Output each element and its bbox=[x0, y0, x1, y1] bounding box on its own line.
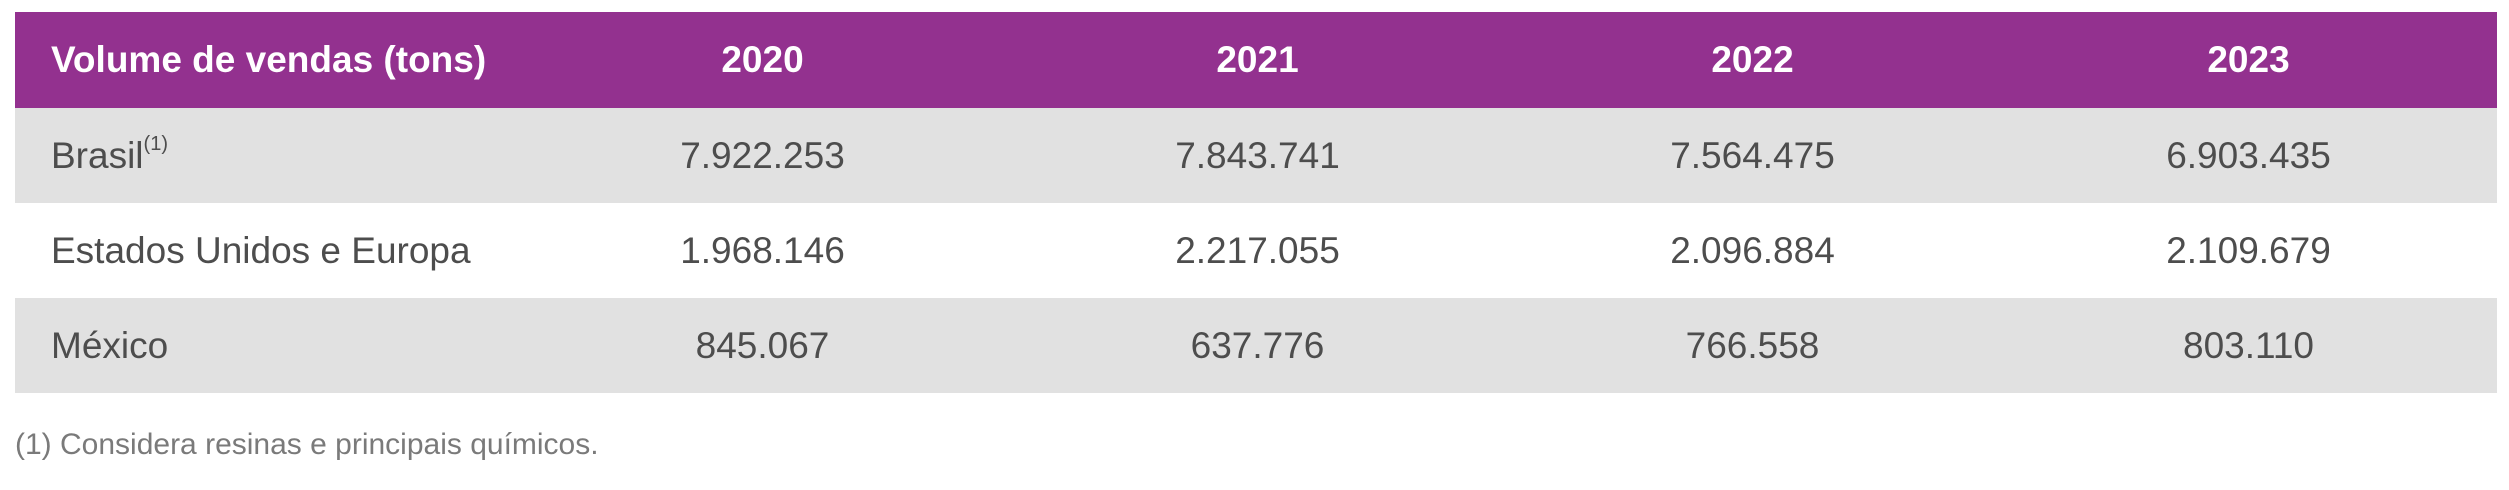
value-cell: 2.096.884 bbox=[1670, 229, 1835, 271]
header-year-2020: 2020 bbox=[721, 39, 804, 80]
value-cell: 1.968.146 bbox=[680, 229, 845, 271]
row-label: Estados Unidos e Europa bbox=[51, 229, 471, 271]
footnote-marker: (1) bbox=[143, 133, 168, 156]
value-cell: 803.110 bbox=[2183, 324, 2314, 366]
table-row: México 845.067 637.776 766.558 803.110 bbox=[15, 298, 2497, 393]
sales-volume-table-container: Volume de vendas (tons) 2020 2021 2022 2… bbox=[15, 12, 2497, 393]
table-body: Brasil(1) 7.922.253 7.843.741 7.564.475 … bbox=[15, 108, 2497, 393]
header-year-2023: 2023 bbox=[2207, 39, 2290, 80]
table-row: Brasil(1) 7.922.253 7.843.741 7.564.475 … bbox=[15, 108, 2497, 203]
table-footnote: (1) Considera resinas e principais quími… bbox=[15, 428, 599, 461]
value-cell: 2.109.679 bbox=[2166, 229, 2331, 271]
row-label-cell: México bbox=[15, 298, 515, 393]
value-cell: 7.564.475 bbox=[1670, 134, 1835, 176]
header-label: Volume de vendas (tons) bbox=[51, 39, 487, 80]
value-cell: 766.558 bbox=[1685, 324, 1820, 366]
sales-volume-table: Volume de vendas (tons) 2020 2021 2022 2… bbox=[15, 12, 2497, 393]
header-year-2022: 2022 bbox=[1711, 39, 1794, 80]
row-label: Brasil bbox=[51, 134, 144, 176]
value-cell: 845.067 bbox=[695, 324, 830, 366]
row-label-cell: Brasil(1) bbox=[15, 108, 515, 203]
value-cell: 6.903.435 bbox=[2166, 134, 2331, 176]
value-cell: 7.843.741 bbox=[1175, 134, 1340, 176]
value-cell: 2.217.055 bbox=[1175, 229, 1340, 271]
table-row: Estados Unidos e Europa 1.968.146 2.217.… bbox=[15, 203, 2497, 298]
value-cell: 637.776 bbox=[1190, 324, 1325, 366]
value-cell: 7.922.253 bbox=[680, 134, 845, 176]
row-label: México bbox=[51, 324, 169, 366]
header-row: Volume de vendas (tons) 2020 2021 2022 2… bbox=[15, 12, 2497, 108]
header-year-2021: 2021 bbox=[1216, 39, 1299, 80]
table-header: Volume de vendas (tons) 2020 2021 2022 2… bbox=[15, 12, 2497, 108]
row-label-cell: Estados Unidos e Europa bbox=[15, 203, 515, 298]
